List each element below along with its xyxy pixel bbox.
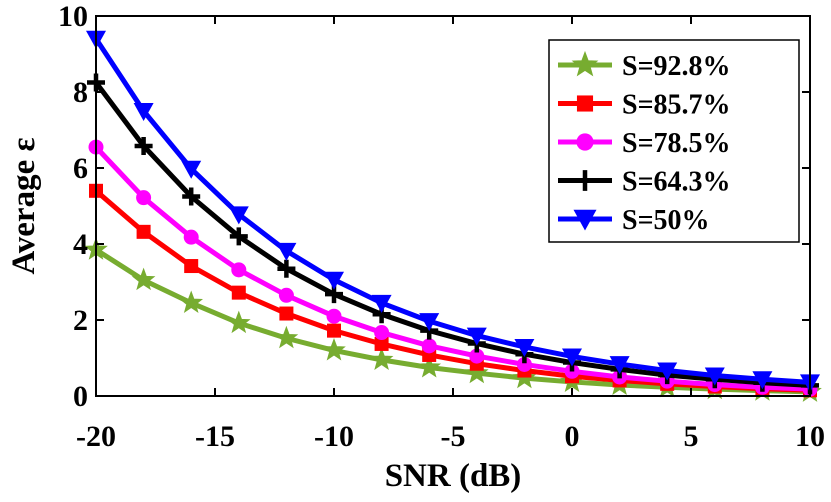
data-point [327,323,341,338]
data-point [226,310,251,334]
x-tick-label: 10 [795,420,825,453]
legend-item: S=78.5% [558,128,731,159]
x-tick-label: -5 [441,420,466,453]
data-point [182,187,201,206]
y-tick-label: 10 [58,0,88,33]
data-point [184,259,199,274]
data-point [274,325,299,349]
data-point [469,348,485,364]
y-tick-label: 0 [73,380,88,413]
data-point [229,227,248,246]
x-tick-label: 0 [565,420,580,453]
data-point [704,367,725,386]
legend-marker [571,50,599,77]
data-point [228,206,249,225]
data-point [516,356,532,372]
y-tick-label: 8 [73,76,88,109]
series-line [94,80,811,388]
data-point [752,371,773,390]
data-point [419,313,440,332]
data-point [231,262,247,278]
data-point [322,337,346,361]
legend-marker [576,95,594,112]
data-point [374,325,390,341]
data-point [276,242,297,261]
legend-item: S=92.8% [558,50,731,82]
y-tick-label: 4 [73,228,88,261]
data-point [279,306,294,321]
series-layer [84,30,822,402]
y-tick-label: 6 [73,152,88,185]
data-point [183,229,199,245]
data-point [231,285,246,300]
legend-item: S=50% [558,205,710,236]
legend-label: S=92.8% [622,51,731,82]
legend-label: S=85.7% [622,90,731,121]
y-tick-label: 2 [73,304,88,337]
y-axis-title: Average ε [6,137,42,274]
legend-marker [576,133,594,151]
data-point [136,224,151,239]
x-tick-label: -20 [76,420,116,453]
data-point [514,338,535,357]
data-point [181,160,202,179]
data-point [324,271,344,290]
data-point [374,336,389,351]
data-point [277,259,296,278]
data-point [466,327,487,346]
x-tick-label: -10 [314,420,354,453]
ticks-layer: -20 -15 -10 -5 0 5 10 0 2 4 6 8 10 [58,0,825,453]
data-point [421,338,437,354]
legend-label: S=78.5% [622,128,731,159]
data-point [278,287,294,303]
data-point [371,294,392,313]
data-point [326,308,342,324]
data-point [657,362,678,381]
x-axis-title: SNR (dB) [385,458,522,494]
x-tick-label: -15 [195,420,235,453]
series-line [93,37,811,385]
data-point [464,360,489,384]
data-point [562,348,582,367]
legend-marker [574,170,596,191]
data-point [133,103,154,121]
legend-item: S=64.3% [558,167,731,198]
data-point [369,347,394,370]
data-point [417,355,442,378]
data-point [131,267,156,291]
data-point [134,136,153,155]
data-point [136,190,152,206]
x-tick-label: 5 [684,420,699,453]
data-point [609,356,630,375]
series-line [94,145,811,392]
legend-item: S=85.7% [558,90,731,121]
legend-label: S=64.3% [622,167,731,198]
legend-label: S=50% [622,205,710,236]
legend-marker [573,209,597,231]
data-point [179,290,204,313]
legend: S=92.8% S=85.7% S=78.5% S=64.3% S=50% [548,39,800,243]
